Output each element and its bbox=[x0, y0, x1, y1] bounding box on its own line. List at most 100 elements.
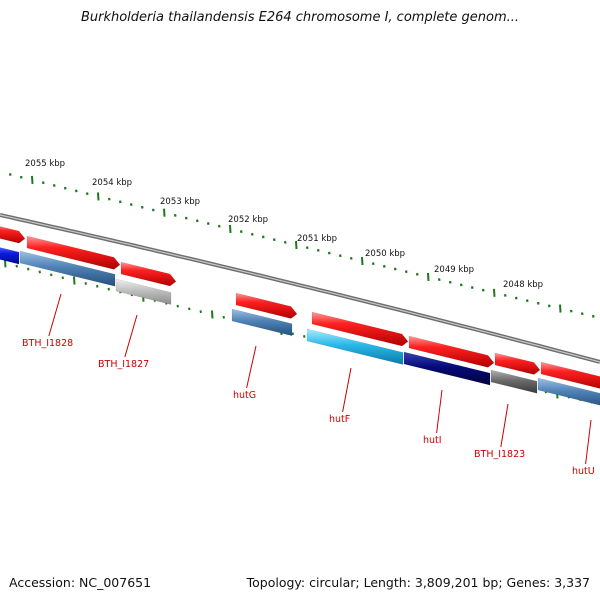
label-connector bbox=[500, 403, 509, 448]
kbp-label: 2052 kbp bbox=[228, 215, 268, 225]
gene-label: hutI bbox=[423, 435, 442, 446]
gene-track bbox=[0, 226, 600, 406]
ruler-tick bbox=[96, 284, 99, 288]
ruler-tick bbox=[84, 282, 87, 285]
gene-label: BTH_I1823 bbox=[474, 449, 525, 460]
accession-text: Accession: NC_007651 bbox=[9, 575, 152, 590]
label-connector bbox=[342, 367, 352, 413]
label-connector bbox=[436, 389, 443, 434]
reverse-gene bbox=[19, 250, 116, 287]
kbp-label: 2048 kbp bbox=[503, 280, 543, 290]
ruler-tick bbox=[514, 296, 518, 300]
forward-gene bbox=[26, 235, 121, 270]
ruler-tick bbox=[547, 304, 551, 308]
forward-gene bbox=[0, 226, 26, 244]
ruler-tick bbox=[19, 175, 23, 179]
ruler-tick bbox=[291, 332, 294, 336]
ruler-tick bbox=[591, 314, 595, 318]
ruler-tick bbox=[415, 272, 419, 276]
ruler-tick bbox=[459, 283, 463, 287]
ruler-tick bbox=[27, 267, 30, 271]
ruler-tick bbox=[41, 181, 45, 185]
gene-label: hutG bbox=[233, 390, 256, 401]
ruler-tick bbox=[176, 304, 179, 308]
ruler-tick bbox=[580, 312, 584, 316]
ruler-tick bbox=[536, 301, 540, 305]
ruler-tick bbox=[184, 216, 188, 220]
ruler-tick bbox=[140, 205, 144, 209]
ruler-tick bbox=[129, 203, 133, 206]
ruler-tick bbox=[31, 175, 34, 185]
ruler-tick bbox=[525, 299, 529, 303]
label-connector bbox=[124, 314, 138, 358]
ruler-tick bbox=[217, 224, 221, 228]
ruler-tick bbox=[503, 293, 507, 297]
reverse-gene bbox=[306, 328, 404, 365]
ruler-tick bbox=[15, 264, 18, 268]
reverse-gene bbox=[0, 247, 20, 265]
ruler-tick bbox=[199, 310, 202, 314]
ruler-tick bbox=[74, 189, 78, 193]
ruler-tick bbox=[371, 262, 375, 266]
ruler-tick bbox=[173, 213, 177, 217]
ruler-tick bbox=[222, 315, 225, 319]
ruler-tick bbox=[195, 219, 199, 223]
ruler-tick bbox=[283, 240, 287, 244]
ruler-tick bbox=[52, 184, 56, 187]
kbp-label: 2055 kbp bbox=[25, 159, 65, 169]
ruler-tick bbox=[272, 238, 276, 242]
ruler-tick bbox=[61, 276, 64, 280]
ruler-tick bbox=[404, 270, 408, 274]
ruler-tick bbox=[73, 276, 76, 285]
ruler-tick bbox=[206, 222, 210, 225]
kbp-label: 2051 kbp bbox=[297, 234, 337, 244]
ruler-tick bbox=[338, 254, 342, 258]
ruler-tick bbox=[261, 235, 265, 239]
ruler-tick bbox=[382, 264, 386, 268]
reverse-gene bbox=[490, 369, 538, 394]
ruler-tick bbox=[361, 256, 364, 266]
kbp-ruler-labels: 2055 kbp 2054 kbp 2053 kbp 2052 kbp 2051… bbox=[25, 159, 543, 290]
reverse-gene bbox=[115, 278, 172, 305]
ruler-tick bbox=[303, 335, 306, 338]
ruler-tick bbox=[569, 309, 573, 313]
forward-gene bbox=[311, 311, 409, 347]
gene-labels: BTH_I1828 BTH_I1827 hutG hutF hutI BTH_I… bbox=[22, 338, 595, 477]
reverse-gene bbox=[403, 351, 491, 386]
kbp-label: 2050 kbp bbox=[365, 249, 405, 259]
kbp-label: 2049 kbp bbox=[434, 265, 474, 275]
ruler-tick bbox=[349, 256, 353, 260]
ruler-tick bbox=[316, 248, 320, 252]
ruler-tick bbox=[163, 208, 166, 217]
ruler-tick bbox=[470, 286, 474, 289]
ruler-tick bbox=[393, 267, 397, 271]
label-connector bbox=[585, 419, 592, 465]
ruler-tick bbox=[239, 230, 243, 234]
ruler-tick bbox=[229, 224, 232, 233]
gene-label: hutF bbox=[329, 414, 350, 425]
ruler-tick bbox=[305, 246, 309, 250]
chromosome-backbone-highlight bbox=[0, 214, 600, 363]
forward-gene bbox=[408, 335, 495, 368]
ruler-tick bbox=[107, 287, 110, 291]
forward-gene bbox=[494, 352, 541, 375]
ruler-tick bbox=[427, 272, 430, 282]
kbp-label: 2054 kbp bbox=[92, 178, 132, 188]
ruler-tick bbox=[97, 192, 100, 201]
ruler-tick bbox=[250, 232, 254, 236]
ruler-tick bbox=[63, 186, 67, 190]
ruler-tick bbox=[211, 310, 214, 319]
gene-label: BTH_I1828 bbox=[22, 338, 73, 349]
gene-label: hutU bbox=[572, 466, 595, 477]
forward-gene bbox=[235, 292, 298, 319]
ruler-tick bbox=[118, 200, 122, 204]
ruler-tick bbox=[493, 288, 496, 297]
label-connector bbox=[246, 345, 257, 389]
ruler-tick bbox=[85, 192, 89, 196]
ruler-tick bbox=[481, 288, 485, 292]
ruler-tick bbox=[448, 280, 452, 284]
ruler-tick bbox=[559, 304, 562, 313]
forward-gene bbox=[540, 361, 600, 389]
ruler-tick bbox=[50, 273, 53, 277]
